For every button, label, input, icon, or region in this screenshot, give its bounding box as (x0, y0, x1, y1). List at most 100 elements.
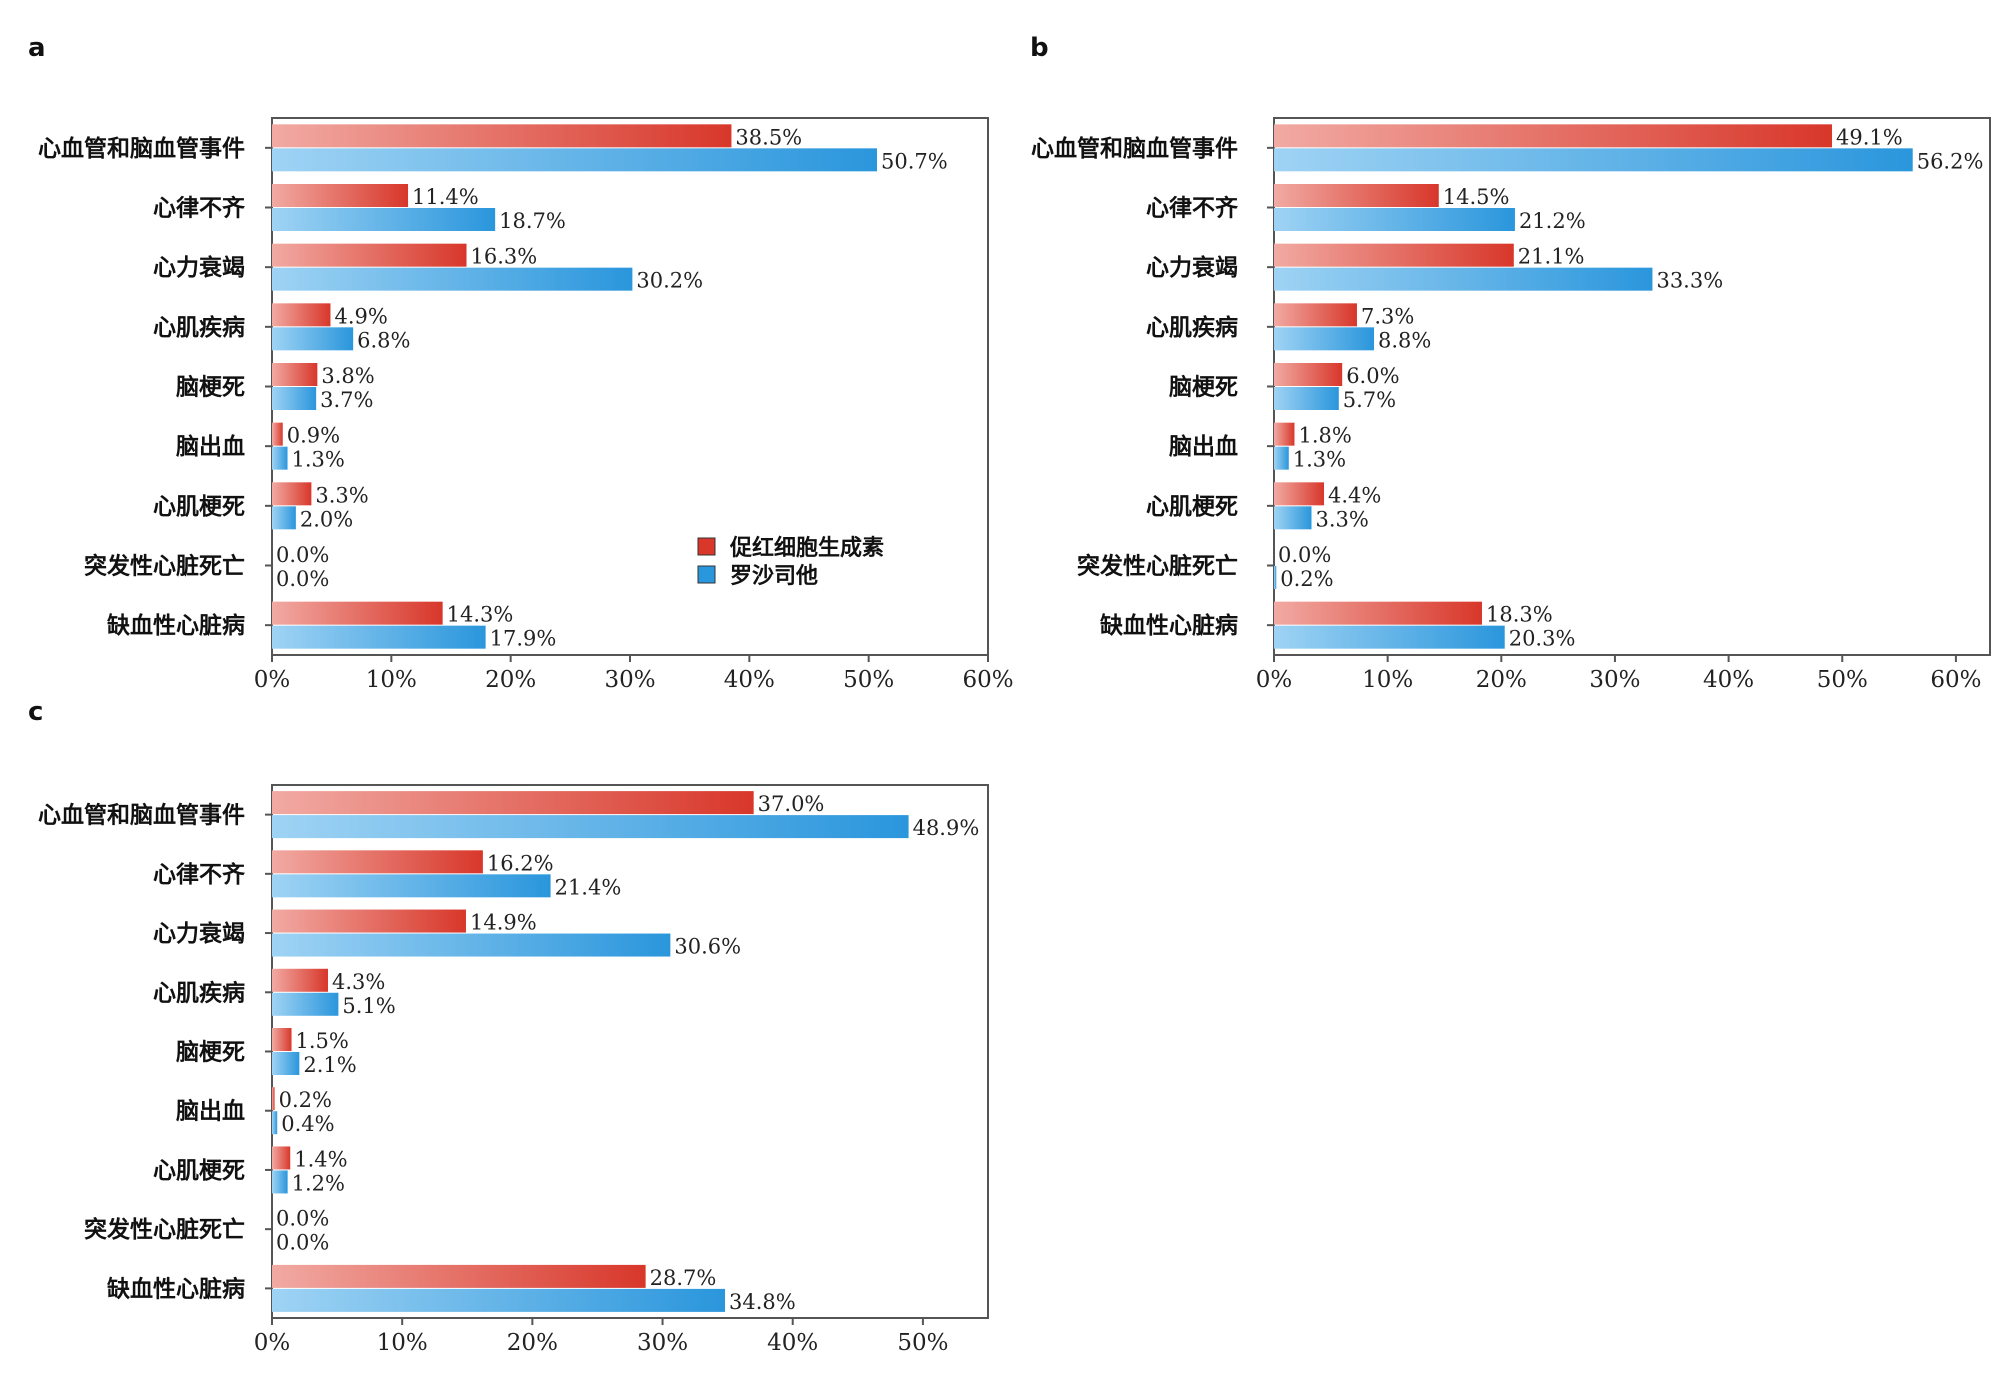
bar-roxadustat (1274, 327, 1375, 351)
bar-roxadustat (1274, 506, 1312, 530)
data-label-roxadustat: 5.1% (342, 994, 395, 1018)
legend-label-epo: 促红细胞生成素 (729, 535, 884, 561)
category-label: 心力衰竭 (153, 254, 245, 281)
legend-swatch-roxadustat (697, 565, 716, 584)
bar-epo (272, 1146, 291, 1170)
bar-roxadustat (1274, 208, 1515, 231)
x-tick-label: 0% (254, 667, 291, 693)
panel-c: c 0% 10% 20% 30% 40% 50% 心血管和脑血管事件 37.0% 48.9% 心律… (28, 697, 989, 1356)
data-label-roxadustat: 30.6% (674, 935, 741, 959)
data-label-roxadustat: 8.8% (1378, 328, 1431, 352)
data-label-epo: 11.4% (412, 185, 479, 209)
bar-epo (1274, 303, 1357, 327)
category-label: 心律不齐 (153, 195, 246, 222)
data-label-epo: 7.3% (1361, 304, 1414, 328)
data-label-epo: 28.7% (650, 1266, 717, 1290)
data-label-epo: 0.0% (276, 1207, 329, 1231)
bar-epo (272, 124, 732, 148)
data-label-epo: 21.1% (1518, 245, 1585, 269)
bar-epo (272, 482, 312, 506)
x-tick-label: 50% (1817, 667, 1868, 693)
data-label-roxadustat: 2.0% (300, 507, 353, 531)
data-label-roxadustat: 2.1% (303, 1053, 356, 1077)
x-tick-label: 60% (1930, 667, 1981, 693)
bar-epo (272, 1028, 292, 1051)
data-label-epo: 3.3% (315, 483, 368, 507)
bar-roxadustat (272, 327, 354, 351)
bar-roxadustat (272, 506, 296, 530)
bar-epo (1274, 363, 1343, 386)
legend-label-roxadustat: 罗沙司他 (730, 564, 818, 589)
bar-roxadustat (1274, 446, 1289, 470)
category-label: 心律不齐 (1146, 195, 1239, 222)
bar-roxadustat (272, 625, 486, 649)
bar-epo (1274, 482, 1325, 506)
bar-epo (272, 968, 328, 992)
x-tick-label: 0% (1256, 667, 1293, 693)
x-tick-label: 40% (767, 1330, 818, 1356)
data-label-epo: 3.8% (321, 364, 374, 388)
data-label-roxadustat: 5.7% (1343, 388, 1396, 412)
category-label: 心肌梗死 (153, 494, 245, 520)
category-label: 缺血性心脏病 (107, 612, 245, 639)
data-label-epo: 4.9% (334, 304, 387, 328)
bar-roxadustat (272, 267, 633, 291)
bar-roxadustat (272, 208, 496, 231)
bar-epo (272, 909, 466, 933)
category-label: 心血管和脑血管事件 (1031, 135, 1238, 162)
x-tick-label: 20% (485, 667, 536, 693)
data-label-roxadustat: 1.3% (1293, 448, 1346, 472)
data-label-epo: 14.3% (447, 603, 514, 627)
data-label-epo: 0.0% (276, 543, 329, 567)
data-label-epo: 4.4% (1328, 483, 1381, 507)
data-label-epo: 4.3% (332, 970, 385, 994)
data-label-roxadustat: 56.2% (1917, 149, 1984, 173)
data-label-roxadustat: 34.8% (729, 1290, 796, 1314)
data-label-epo: 16.2% (487, 851, 554, 875)
data-label-roxadustat: 0.0% (276, 567, 329, 591)
category-label: 心血管和脑血管事件 (38, 135, 245, 162)
chart-a-plot: 0% 10% 20% 30% 40% 50% 60% 心血管和脑血管事件 38.5% 50.7% 心… (38, 117, 1014, 693)
bar-roxadustat (272, 1111, 278, 1135)
data-label-roxadustat: 50.7% (881, 149, 948, 173)
data-label-roxadustat: 1.3% (292, 448, 345, 472)
panel-b: b 0% 10% 20% 30% 40% 50% 60% 心血管和脑血管事件 49.1% 56.2… (1030, 33, 1991, 693)
data-label-roxadustat: 30.2% (636, 269, 703, 293)
category-label: 脑梗死 (1169, 374, 1238, 401)
bar-epo (272, 1087, 275, 1111)
panel-letter-c: c (28, 697, 43, 727)
data-label-roxadustat: 0.4% (281, 1112, 334, 1136)
category-label: 心力衰竭 (153, 920, 245, 947)
data-label-epo: 0.9% (287, 424, 340, 448)
chart-c-plot: 0% 10% 20% 30% 40% 50% 心血管和脑血管事件 37.0% 48.9% 心律不齐… (38, 784, 989, 1356)
data-label-epo: 1.5% (296, 1029, 349, 1053)
data-label-epo: 14.9% (470, 911, 537, 935)
category-label: 脑梗死 (176, 1039, 245, 1066)
x-tick-label: 20% (1476, 667, 1527, 693)
category-label: 心律不齐 (153, 861, 246, 888)
x-tick-label: 10% (1362, 667, 1413, 693)
bar-epo (1274, 184, 1439, 207)
bar-roxadustat (272, 148, 878, 172)
bar-roxadustat (272, 1170, 288, 1194)
bar-epo (272, 184, 409, 207)
bar-epo (1274, 422, 1295, 446)
x-tick-label: 50% (843, 667, 894, 693)
x-tick-label: 30% (637, 1330, 688, 1356)
x-tick-label: 50% (897, 1330, 948, 1356)
data-label-roxadustat: 21.4% (555, 875, 622, 899)
data-label-roxadustat: 20.3% (1509, 627, 1576, 651)
data-label-epo: 18.3% (1486, 603, 1553, 627)
data-label-epo: 38.5% (735, 125, 802, 149)
data-label-roxadustat: 3.7% (320, 388, 373, 412)
legend-swatch-epo (697, 537, 716, 556)
x-tick-label: 10% (366, 667, 417, 693)
panel-letter-b: b (1030, 33, 1049, 63)
bar-roxadustat (272, 815, 909, 839)
data-label-roxadustat: 6.8% (357, 328, 410, 352)
bar-roxadustat (272, 992, 339, 1016)
panel-a: a 0% 10% 20% 30% 40% 50% 60% 心血管和脑血管事件 38.5% 50.7… (28, 33, 1014, 693)
data-label-roxadustat: 48.9% (913, 816, 980, 840)
bar-epo (272, 791, 754, 815)
category-label: 脑出血 (1169, 433, 1238, 460)
